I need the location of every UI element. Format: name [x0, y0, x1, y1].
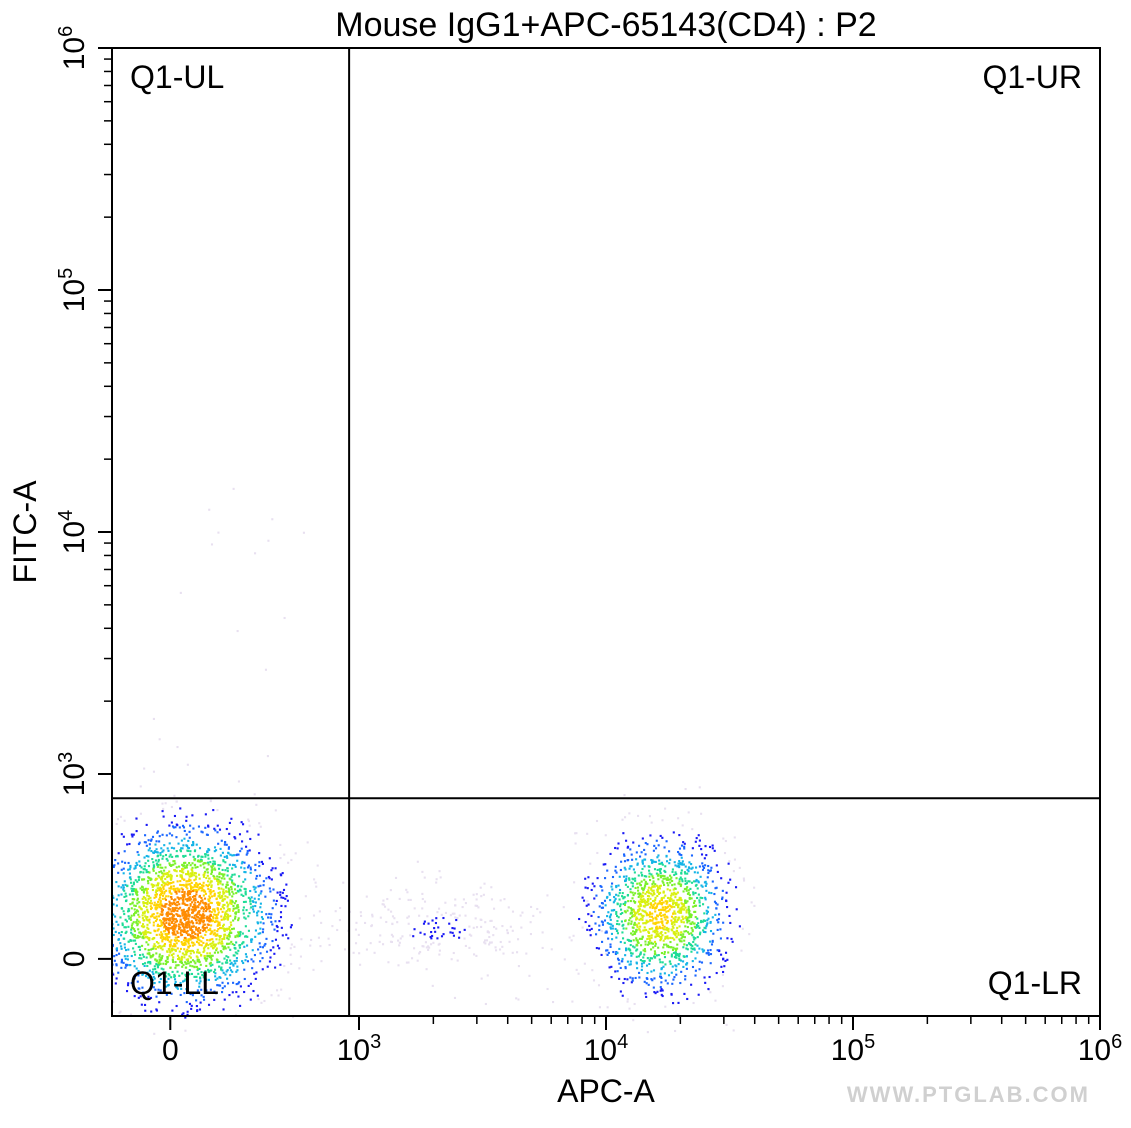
quadrant-label: Q1-UR: [982, 59, 1082, 95]
svg-text:0: 0: [162, 1034, 179, 1067]
chart-title: Mouse IgG1+APC-65143(CD4) : P2: [335, 6, 876, 44]
quadrant-label: Q1-LR: [988, 965, 1082, 1001]
chart-svg: Q1-ULQ1-URQ1-LLQ1-LR01031041051060103104…: [0, 0, 1131, 1128]
svg-text:0: 0: [58, 951, 91, 968]
watermark: WWW.PTGLAB.COM: [847, 1082, 1090, 1107]
x-axis-label: APC-A: [557, 1073, 655, 1109]
quadrant-label: Q1-UL: [130, 59, 224, 95]
y-axis-label: FITC-A: [7, 480, 43, 584]
flow-cytometry-plot: Q1-ULQ1-URQ1-LLQ1-LR01031041051060103104…: [0, 0, 1131, 1128]
quadrant-label: Q1-LL: [130, 965, 219, 1001]
